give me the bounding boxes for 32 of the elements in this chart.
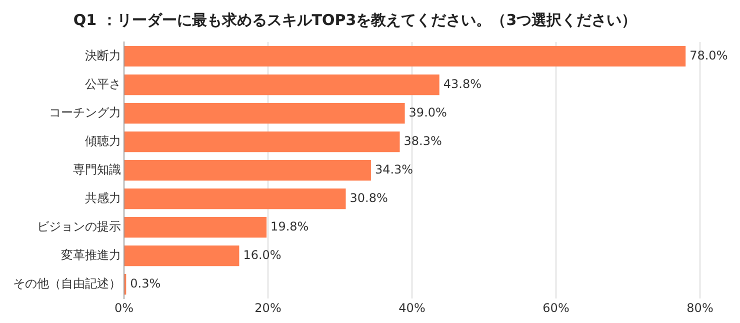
y-tick-label: 傾聴力: [85, 134, 121, 148]
data-label: 0.3%: [130, 276, 161, 290]
bar: [124, 102, 405, 124]
y-tick-label: 公平さ: [85, 76, 121, 91]
x-tick-label: 80%: [686, 300, 714, 315]
bar: [124, 74, 440, 96]
bar: [124, 160, 371, 181]
data-label: 39.0%: [408, 105, 447, 120]
y-tick-label: ビジョンの提示: [37, 219, 121, 234]
y-tick-label: コーチング力: [49, 105, 121, 120]
bar: [124, 246, 240, 266]
bar: [124, 188, 346, 210]
chart-title: Q1 ：リーダーに最も求めるスキルTOP3を教えてください。（3つ選択ください）: [73, 10, 637, 29]
bar: [124, 46, 686, 67]
x-tick-label: 40%: [398, 300, 426, 315]
data-label: 38.3%: [404, 134, 442, 148]
data-label: 30.8%: [350, 190, 388, 205]
data-label: 16.0%: [243, 248, 282, 262]
x-tick-label: 60%: [542, 300, 570, 315]
y-tick-label: その他（自由記述）: [13, 276, 121, 290]
x-tick-label: 20%: [254, 300, 282, 315]
bar: [124, 131, 400, 152]
y-tick-label: 変革推進力: [61, 248, 121, 262]
y-tick-label: 共感力: [85, 190, 121, 205]
data-label: 78.0%: [690, 48, 728, 62]
x-tick-label: 0%: [114, 300, 134, 315]
y-tick-label: 決断力: [85, 48, 121, 62]
y-tick-label: 専門知識: [73, 162, 121, 176]
data-label: 34.3%: [374, 162, 414, 176]
data-label: 19.8%: [270, 219, 309, 234]
bar: [124, 217, 267, 238]
data-label: 43.8%: [443, 76, 482, 91]
